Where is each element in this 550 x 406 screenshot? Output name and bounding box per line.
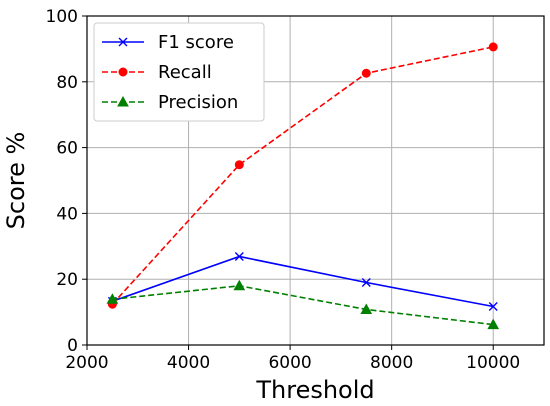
- x-tick-label: 4000: [167, 353, 210, 373]
- x-axis-title: Threshold: [255, 376, 374, 404]
- x-tick-label: 8000: [370, 353, 413, 373]
- legend-precision-label: Precision: [158, 92, 238, 113]
- plot-frame: [86, 15, 545, 346]
- recall-point: [234, 160, 244, 170]
- y-tick-label: 80: [56, 73, 78, 93]
- recall-line: [111, 46, 494, 305]
- y-tick-label: 0: [67, 336, 78, 356]
- series-f1-score: [107, 252, 498, 312]
- recall-point: [488, 42, 498, 52]
- f1-score-line: [112, 255, 494, 308]
- y-tick-label: 60: [56, 139, 78, 159]
- precision-point: [360, 303, 373, 314]
- precision-point: [233, 279, 246, 291]
- f1-score-point: [361, 277, 371, 287]
- series-layer: [106, 42, 500, 330]
- x-tick-label: 2000: [65, 353, 108, 373]
- precision-point: [487, 318, 500, 330]
- precision-line: [112, 284, 494, 326]
- series-precision: [106, 279, 500, 330]
- legend-precision-marker: [117, 95, 129, 107]
- y-tick-label: 40: [56, 204, 78, 224]
- legend: F1 score Recall Precision: [93, 22, 265, 122]
- legend-box: [93, 22, 265, 122]
- legend-recall-marker: [118, 67, 128, 77]
- legend-f1-score-marker: [118, 37, 128, 47]
- precision-point: [106, 293, 119, 304]
- x-tick-label: 10000: [466, 353, 520, 373]
- ticks: 2000 4000 6000 8000 10000 0 20 40 60 80 100: [46, 7, 521, 373]
- y-axis-title: Score %: [2, 132, 30, 230]
- legend-recall-label: Recall: [158, 62, 212, 83]
- y-tick-label: 20: [56, 270, 78, 290]
- recall-point: [361, 68, 371, 78]
- f1-score-point: [488, 302, 498, 312]
- y-tick-label: 100: [46, 7, 78, 27]
- legend-f1-score-label: F1 score: [158, 32, 234, 53]
- f1-score-point: [234, 252, 244, 261]
- x-tick-label: 6000: [268, 353, 311, 373]
